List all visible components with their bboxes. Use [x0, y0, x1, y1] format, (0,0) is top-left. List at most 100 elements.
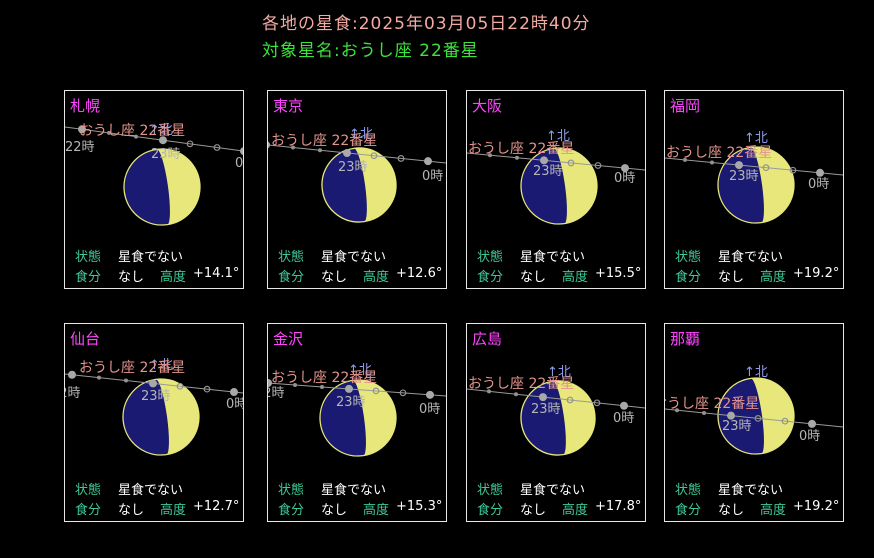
track-dot: [487, 389, 491, 394]
hour-dot: [426, 390, 434, 399]
status-magnitude-value: なし: [520, 270, 547, 285]
status-magnitude-value: なし: [118, 270, 145, 285]
status-magnitude-label: 食分: [675, 503, 702, 518]
moon-lit-area: [155, 379, 199, 455]
status-magnitude-label: 食分: [477, 270, 504, 285]
status-state-label: 状態: [675, 483, 702, 498]
hour-dot: [539, 393, 547, 402]
status-altitude-label: 高度: [363, 270, 390, 285]
city-name: 札幌: [70, 97, 101, 115]
status-altitude-value: +15.5°: [595, 266, 642, 281]
track-dot: [318, 148, 322, 153]
page-title-date: 各地の星食:2025年03月05日22時40分: [262, 14, 591, 34]
hour-dot: [727, 411, 735, 420]
track-open-dot: [781, 417, 789, 425]
moon: [321, 147, 397, 223]
hour-dot: [816, 168, 824, 177]
north-indicator: ↑北: [744, 131, 768, 146]
moon: [123, 148, 201, 226]
track-dot: [107, 130, 111, 135]
hour-dot: [620, 401, 628, 410]
hour-dot: [424, 157, 432, 166]
status-state-value: 星食でない: [520, 483, 586, 498]
hour-dot: [68, 370, 76, 379]
city-name: 福岡: [670, 97, 701, 115]
moon: [122, 378, 200, 456]
city-name: 那覇: [670, 330, 701, 348]
status-altitude-value: +17.8°: [595, 499, 642, 514]
status-magnitude-value: なし: [321, 270, 348, 285]
track-open-dot: [594, 162, 602, 169]
hour-label-0: 0時: [235, 156, 243, 171]
track-open-dot: [176, 382, 184, 390]
track-open-dot: [762, 164, 770, 172]
hour-dot: [621, 164, 629, 173]
star-name-label: おうし座 22番星: [665, 396, 759, 412]
star-name-label: おうし座 22番星: [666, 145, 772, 161]
city-panel-hiroshima: 23時 0時 ↑北 おうし座 22番星 広島 状態 星食でない 食分 なし 高度 +17.8°: [466, 323, 646, 522]
star-name-label: おうし座 22番星: [271, 133, 377, 149]
trajectory-line: [65, 126, 243, 152]
status-altitude-label: 高度: [760, 270, 787, 285]
status-state-value: 星食でない: [118, 250, 184, 265]
city-panel-tokyo: 23時 0時 ↑北 おうし座 22番星 東京 状態 星食でない 食分 なし 高度 +12.6°: [267, 90, 447, 289]
track-dot: [675, 408, 679, 413]
status-state-label: 状態: [75, 483, 102, 498]
status-state-label: 状態: [278, 250, 305, 265]
status-magnitude-value: なし: [118, 503, 145, 518]
track-dot: [710, 160, 714, 165]
hour-label-22: 22時: [65, 386, 81, 401]
track-open-dot: [213, 144, 221, 151]
status-magnitude-label: 食分: [278, 270, 305, 285]
city-panel-fukuoka: 23時 0時 ↑北 おうし座 22番星 福岡 状態 星食でない 食分 なし 高度 +19.2°: [664, 90, 844, 289]
status-altitude-label: 高度: [363, 503, 390, 518]
moon-lit-area: [750, 147, 794, 223]
status-altitude-label: 高度: [160, 503, 187, 518]
hour-label-23: 23時: [729, 169, 759, 184]
moon: [520, 147, 598, 225]
track-open-dot: [397, 155, 405, 162]
star-name-label: おうし座 22番星: [79, 123, 185, 139]
north-indicator: ↑北: [744, 365, 768, 380]
city-name: 大阪: [472, 97, 503, 115]
hour-label-23: 23時: [151, 147, 181, 162]
north-indicator: ↑北: [546, 129, 570, 144]
north-indicator: ↑北: [349, 127, 373, 142]
track-dot: [293, 382, 297, 387]
status-magnitude-label: 食分: [75, 270, 102, 285]
status-state-value: 星食でない: [718, 250, 784, 265]
status-state-label: 状態: [477, 483, 504, 498]
track-open-dot: [567, 159, 575, 167]
hour-label-0: 0時: [808, 177, 829, 192]
track-open-dot: [789, 166, 797, 174]
hour-dot: [78, 125, 86, 134]
hour-label-23: 23時: [336, 395, 366, 410]
status-magnitude-label: 食分: [278, 503, 305, 518]
track-dot: [320, 384, 324, 389]
moon-lit-area: [352, 380, 396, 456]
hour-dot: [345, 384, 353, 393]
track-open-dot: [186, 140, 194, 148]
status-magnitude-label: 食分: [75, 503, 102, 518]
status-state-value: 星食でない: [718, 483, 784, 498]
hour-dot: [268, 379, 272, 387]
track-dot: [124, 378, 128, 383]
status-altitude-label: 高度: [160, 270, 187, 285]
hour-dot: [540, 156, 548, 165]
city-name: 広島: [472, 330, 503, 348]
trajectory-line: [467, 388, 645, 409]
status-magnitude-label: 食分: [675, 270, 702, 285]
hour-label-0: 0時: [419, 402, 440, 417]
status-state-value: 星食でない: [118, 483, 184, 498]
status-magnitude-value: なし: [520, 503, 547, 518]
status-altitude-value: +12.6°: [396, 266, 443, 281]
status-altitude-value: +15.3°: [396, 499, 443, 514]
status-state-label: 状態: [477, 250, 504, 265]
track-open-dot: [566, 396, 574, 404]
hour-dot: [230, 388, 238, 397]
